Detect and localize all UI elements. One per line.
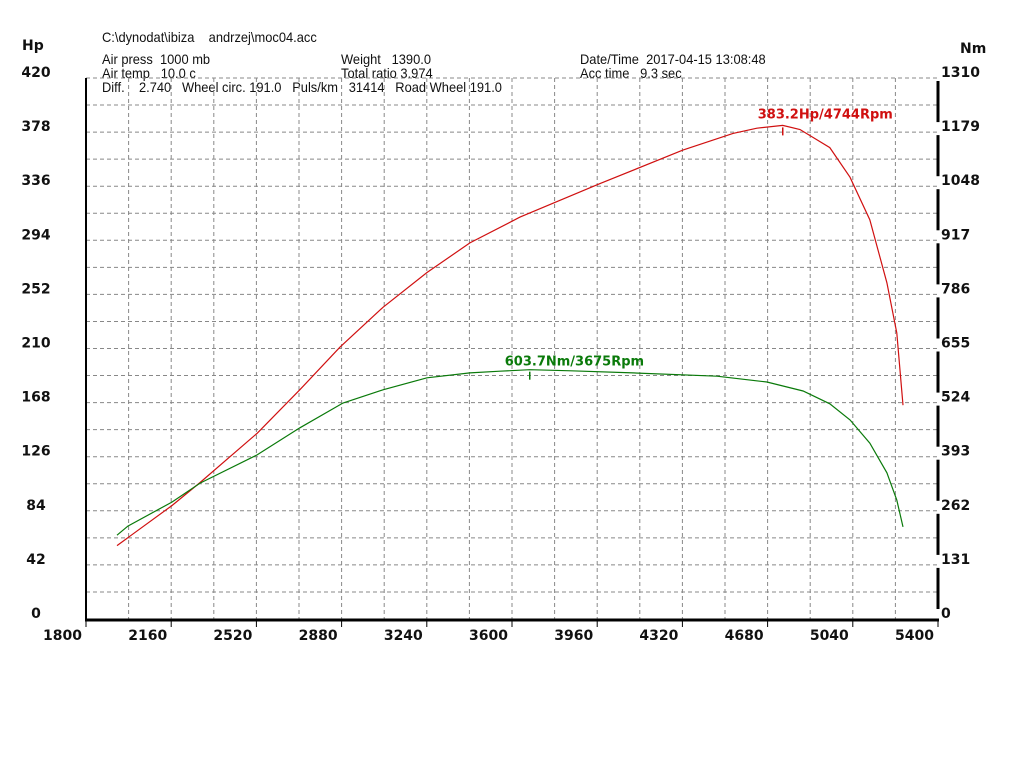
x-tick-label: 3960	[554, 628, 593, 644]
y-tick-label: 336	[21, 173, 50, 189]
y2-tick-label: 0	[941, 606, 951, 622]
y2-axis-label-nm: Nm	[960, 41, 986, 57]
y2-tick-label: 1310	[941, 65, 980, 81]
y-tick-label: 210	[21, 336, 50, 352]
y-tick-label: 420	[21, 65, 50, 81]
grid	[86, 77, 938, 619]
x-tick-label: 3600	[469, 628, 508, 644]
y-tick-label: 168	[21, 390, 50, 406]
air-temp: Air temp 10.0 c	[102, 65, 196, 81]
y2-tick-label: 524	[941, 390, 970, 406]
y2-tick-label: 393	[941, 444, 970, 460]
air-press: Air press 1000 mb	[102, 51, 211, 67]
y-tick-label: 294	[21, 227, 50, 243]
y-tick-label: 378	[21, 119, 50, 135]
y-tick-label: 126	[21, 444, 50, 460]
y-axis-label-hp: Hp	[22, 38, 44, 54]
date-time: Date/Time 2017-04-15 13:08:48	[580, 51, 766, 67]
x-tick-label: 1800	[43, 628, 82, 644]
y2-tick-label: 917	[941, 227, 970, 243]
diff-line: Diff. 2.740 Wheel circ. 191.0 Puls/km 31…	[102, 79, 502, 95]
acc-time: Acc time 9.3 sec	[580, 65, 682, 81]
x-tick-label: 4320	[639, 628, 678, 644]
power-peak-label: 383.2Hp/4744Rpm	[758, 107, 893, 122]
y-tick-label: 252	[21, 281, 50, 297]
x-tick-label: 2160	[128, 628, 167, 644]
y2-tick-label: 262	[941, 498, 970, 514]
file-path: C:\dynodat\ibiza andrzej\moc04.acc	[102, 29, 317, 45]
y2-tick-label: 655	[941, 336, 970, 352]
x-tick-label: 5400	[895, 628, 934, 644]
y-tick-label: 42	[26, 552, 45, 568]
x-tick-label: 2520	[213, 628, 252, 644]
axes	[85, 78, 940, 627]
y-tick-label: 84	[26, 498, 46, 514]
y2-tick-label: 1179	[941, 119, 980, 135]
weight: Weight 1390.0	[341, 51, 431, 67]
power-curve	[116, 124, 904, 547]
total-ratio: Total ratio 3.974	[341, 65, 433, 81]
x-tick-label: 3240	[384, 628, 423, 644]
x-tick-label: 2880	[299, 628, 338, 644]
y2-tick-label: 1048	[941, 173, 980, 189]
x-tick-label: 5040	[810, 628, 849, 644]
y2-tick-label: 131	[941, 552, 970, 568]
x-tick-label: 4680	[725, 628, 764, 644]
y2-tick-label: 786	[941, 281, 970, 297]
torque-peak-label: 603.7Nm/3675Rpm	[505, 355, 644, 370]
torque-curve	[116, 369, 904, 536]
y-tick-label: 0	[31, 606, 41, 622]
